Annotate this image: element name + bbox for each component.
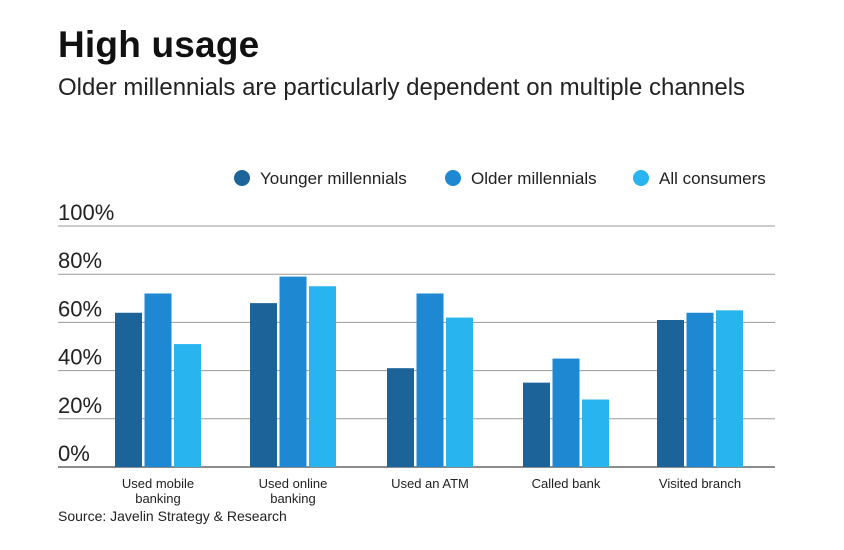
legend-label: Older millennials [471, 169, 597, 188]
bar-all-consumers-0 [174, 344, 201, 467]
legend-swatch [234, 170, 250, 186]
bar-all-consumers-3 [582, 399, 609, 467]
bar-all-consumers-1 [309, 286, 336, 467]
y-tick-label: 40% [58, 345, 102, 370]
legend-swatch [445, 170, 461, 186]
x-tick-label: Used online banking [259, 476, 328, 506]
bar-all-consumers-2 [446, 317, 473, 467]
y-tick-label: 20% [58, 393, 102, 418]
bar-all-consumers-4 [716, 310, 743, 467]
x-tick-label: Visited branch [659, 476, 741, 491]
y-tick-label: 0% [58, 441, 90, 466]
bar-younger-millennials-4 [657, 319, 684, 467]
bar-older-millennials-2 [416, 293, 444, 467]
y-tick-label: 80% [58, 248, 102, 273]
x-tick-label: Called bank [532, 476, 601, 491]
chart-title: High usage [58, 24, 260, 65]
chart-subtitle: Older millennials are particularly depen… [58, 74, 746, 101]
bar-younger-millennials-0 [115, 312, 142, 467]
bars [115, 276, 743, 467]
bar-older-millennials-1 [279, 276, 307, 467]
x-tick-label: Used mobile banking [122, 476, 194, 506]
legend-label: All consumers [659, 169, 766, 188]
y-tick-label: 60% [58, 296, 102, 321]
y-axis-ticks: 0% 20% 40% 60% 80% 100% [58, 200, 114, 466]
bar-older-millennials-0 [144, 293, 172, 467]
bar-younger-millennials-1 [250, 303, 277, 467]
x-tick-label: Used an ATM [391, 476, 469, 491]
legend-label: Younger millennials [260, 169, 407, 188]
bar-older-millennials-4 [686, 312, 714, 467]
y-tick-label: 100% [58, 200, 114, 225]
bar-younger-millennials-3 [523, 382, 550, 467]
x-axis-ticks: Used mobile banking Used online banking Used… [122, 476, 741, 506]
source-note: Source: Javelin Strategy & Research [58, 508, 287, 524]
legend: Younger millennials Older millennials All … [234, 169, 766, 188]
bar-older-millennials-3 [552, 358, 580, 467]
bar-younger-millennials-2 [387, 368, 414, 467]
legend-swatch [633, 170, 649, 186]
